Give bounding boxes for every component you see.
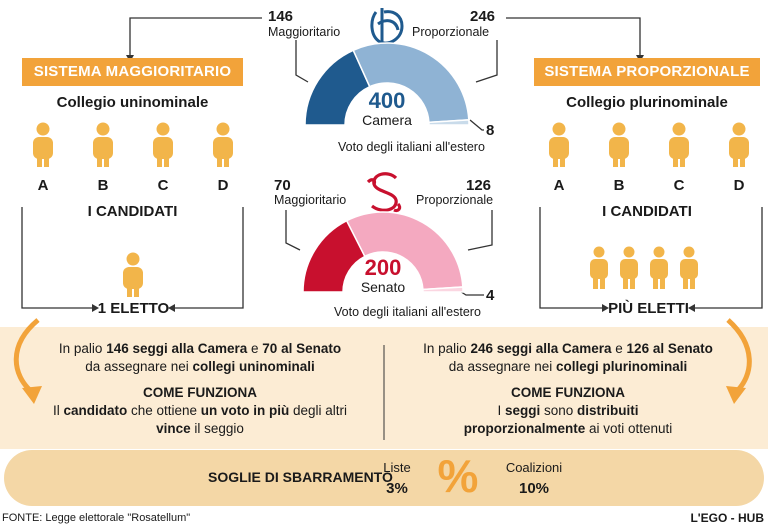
senato-maj-label: Maggioritario: [274, 193, 347, 207]
candidate-letter: C: [157, 177, 169, 194]
camera-prop-value: 246: [470, 8, 496, 25]
elected-people-icons: [588, 244, 708, 294]
right-candidates-label: I CANDIDATI: [602, 203, 692, 220]
senato-prop-value: 126: [466, 177, 492, 194]
right-panel-text: In palio 246 seggi alla Camera e 126 al …: [423, 341, 713, 436]
single-member-college-heading: Collegio uninominale: [56, 94, 209, 111]
candidate-letter: C: [673, 177, 685, 194]
threshold-title: SOGLIE DI SBARRAMENTO: [208, 469, 393, 485]
multi-member-college-heading: Collegio plurinominale: [566, 94, 728, 111]
credit: L'EGO - HUB: [690, 511, 764, 525]
camera-maj-label: Maggioritario: [268, 25, 341, 39]
candidate-letter: B: [613, 177, 625, 194]
candidate-letter: D: [733, 177, 745, 194]
percent-icon: %: [437, 450, 479, 502]
majoritarian-banner: SISTEMA MAGGIORITARIO: [22, 58, 243, 86]
coalizioni-label: Coalizioni: [505, 460, 563, 475]
camera-name: Camera: [362, 112, 412, 128]
candidate-letter: B: [97, 177, 109, 194]
senato-prop-label: Proporzionale: [416, 193, 494, 207]
left-candidates: A B C D: [28, 122, 238, 197]
liste-value: 3%: [386, 480, 408, 497]
senato-total: 200: [364, 255, 402, 280]
camera-maj-value: 146: [268, 8, 294, 25]
senato-maj-value: 70: [274, 177, 291, 194]
left-panel-text: In palio 146 seggi alla Camera e 70 al S…: [52, 341, 348, 436]
candidate-letter: D: [217, 177, 229, 194]
senato-name: Senato: [360, 279, 406, 295]
left-candidates-label: I CANDIDATI: [87, 203, 178, 220]
camera-total: 400: [368, 88, 406, 113]
right-candidates: A B C D: [544, 122, 754, 197]
proportional-banner: SISTEMA PROPORZIONALE: [534, 58, 760, 86]
senato-abroad-value: 4: [486, 287, 495, 304]
right-elected-label: PIÙ ELETTI: [608, 300, 689, 317]
source-note: FONTE: Legge elettorale "Rosatellum": [2, 512, 191, 524]
left-elected-label: 1 ELETTO: [97, 300, 170, 317]
coalizioni-value: 10%: [518, 480, 550, 497]
camera-abroad-value: 8: [486, 122, 495, 139]
liste-label: Liste: [383, 460, 411, 475]
camera-abroad-label: Voto degli italiani all'estero: [338, 140, 485, 154]
candidate-letter: A: [553, 177, 565, 194]
camera-prop-label: Proporzionale: [412, 25, 490, 39]
candidate-letter: A: [37, 177, 49, 194]
threshold-band: [4, 450, 764, 506]
senato-abroad-label: Voto degli italiani all'estero: [334, 305, 481, 319]
